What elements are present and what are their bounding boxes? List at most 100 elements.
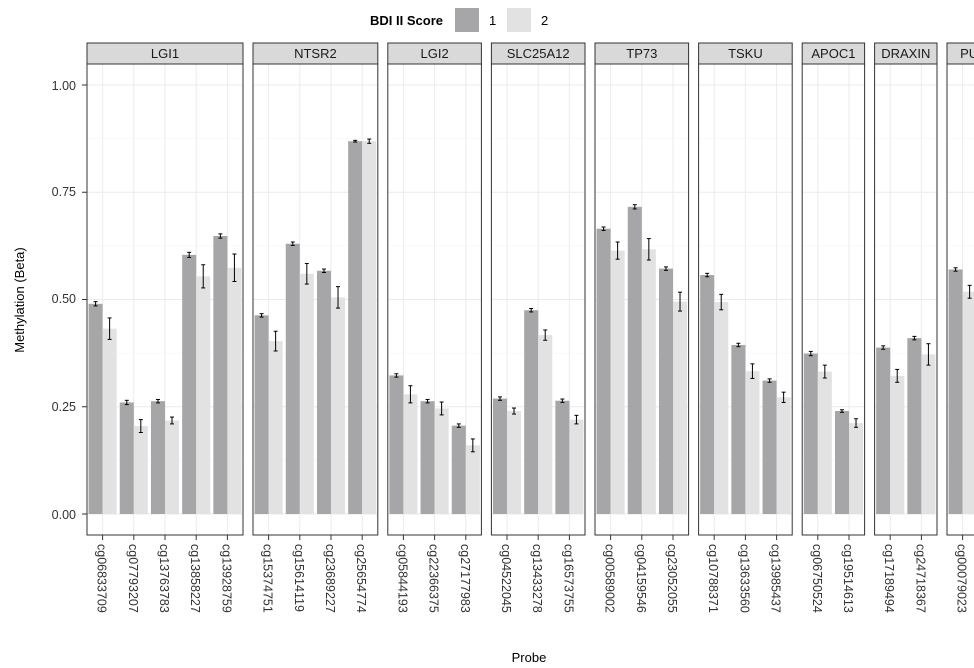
bar-2-cg05844193: [403, 394, 418, 514]
strip: [946, 42, 974, 65]
error-bar-1-cg22366375: [425, 398, 430, 404]
bar-1-cg13858227: [182, 254, 197, 514]
bar-1-cg04159546: [627, 206, 642, 514]
strip: [801, 42, 866, 65]
y-tick-label: 0.75: [52, 185, 76, 199]
error-bar-1-cg23052055: [663, 266, 668, 271]
x-tick-label: cg25654774: [354, 544, 368, 613]
x-tick-label: cg13858227: [188, 544, 202, 613]
x-tick-label: cg23689227: [323, 544, 337, 613]
facet-lgi2: cg05844193 cg22366375 cg27177983 LGI2: [387, 42, 482, 613]
bar-1-cg25654774: [348, 141, 363, 514]
y-axis-title: Methylation (Beta): [12, 247, 27, 353]
bar-1-cg06750524: [803, 353, 818, 514]
error-bar-2-cg00079023: [967, 284, 972, 299]
error-bar-1-cg25654774: [353, 139, 358, 143]
strip-label-lgi2: LGI2: [421, 46, 449, 61]
error-bar-1-cg23689227: [321, 268, 326, 273]
strip: [874, 42, 938, 65]
error-bar-2-cg15614119: [304, 262, 309, 285]
bar-2-cg10788371: [714, 302, 729, 514]
error-bar-2-cg17189494: [895, 368, 900, 383]
legend-label-1: 1: [489, 13, 496, 28]
error-bar-1-cg24718367: [912, 335, 917, 341]
bar-1-cg10788371: [700, 275, 715, 514]
error-bar-1-cg07793207: [124, 399, 129, 406]
bar-1-cg24718367: [907, 338, 922, 514]
bar-2-cg04159546: [641, 249, 656, 514]
facet-pura: cg00079023 PURA: [946, 42, 974, 613]
bar-1-cg23052055: [658, 268, 673, 514]
x-tick-label: cg19514613: [841, 544, 855, 613]
y-tick-label: 0.00: [52, 508, 76, 522]
bar-1-cg27177983: [451, 425, 466, 514]
x-tick-label: cg00079023: [955, 544, 969, 613]
x-tick-label: cg15614119: [292, 544, 306, 612]
error-bar-1-cg27177983: [456, 423, 461, 428]
bar-1-cg17189494: [876, 347, 891, 514]
facet-lgi1: cg06833709 cg07793207 cg13763783 cg13858227…: [86, 42, 244, 613]
bar-1-cg06833709: [88, 303, 103, 514]
x-tick-label: cg00589002: [603, 544, 617, 613]
bar-1-cg13928759: [213, 236, 228, 514]
bar-2-cg07793207: [133, 426, 148, 514]
error-bar-2-cg19514613: [854, 418, 859, 428]
legend-title: BDI II Score: [370, 13, 443, 28]
x-tick-label: cg04522045: [499, 544, 513, 613]
x-tick-label: cg05844193: [395, 544, 409, 613]
x-tick-label: cg24718367: [913, 544, 927, 613]
facet-draxin: cg17189494 cg24718367 DRAXIN: [874, 42, 938, 613]
legend: BDI II Score 1 2: [370, 8, 548, 32]
y-tick-label: 1.00: [52, 79, 76, 93]
strip-label-ntsr2: NTSR2: [294, 46, 337, 61]
bar-1-cg22366375: [420, 401, 435, 514]
x-tick-label: cg13763783: [157, 544, 171, 613]
error-bar-1-cg06833709: [93, 301, 98, 307]
x-tick-label: cg13433278: [530, 544, 544, 613]
strip-label-tsku: TSKU: [728, 46, 763, 61]
error-bar-2-cg13433278: [543, 329, 548, 341]
error-bar-2-cg13985437: [781, 391, 786, 403]
error-bar-2-cg10788371: [719, 293, 724, 311]
strip-label-lgi1: LGI1: [151, 46, 179, 61]
error-bar-2-cg07793207: [138, 419, 143, 433]
bar-2-cg15374751: [268, 341, 283, 514]
error-bar-2-cg16573755: [574, 414, 579, 425]
bar-2-cg19514613: [849, 423, 864, 514]
error-bar-2-cg24718367: [926, 343, 931, 366]
x-axis-title: Probe: [512, 650, 547, 665]
strip-label-pura: PURA: [960, 46, 974, 61]
bar-2-cg13985437: [776, 397, 791, 514]
error-bar-1-cg13858227: [187, 251, 192, 258]
y-tick-label: 0.25: [52, 400, 76, 414]
error-bar-1-cg15374751: [259, 313, 264, 318]
error-bar-2-cg13858227: [201, 264, 206, 289]
bar-1-cg04522045: [492, 398, 507, 514]
y-axis: 0.00 0.25 0.50 0.75 1.00: [52, 79, 87, 522]
bar-1-cg07793207: [119, 402, 134, 514]
facet-slc25a12: cg04522045 cg13433278 cg16573755 SLC25A12: [490, 42, 586, 613]
strip-label-slc25a12: SLC25A12: [507, 46, 570, 61]
x-tick-label: cg13985437: [769, 544, 783, 613]
x-tick-label: cg13928759: [219, 544, 233, 613]
bar-1-cg13633560: [731, 344, 746, 514]
error-bar-1-cg13985437: [767, 378, 772, 383]
error-bar-1-cg16573755: [560, 398, 565, 403]
error-bar-2-cg27177983: [470, 438, 475, 453]
bar-2-cg13858227: [196, 276, 211, 514]
x-tick-label: cg17189494: [882, 544, 896, 613]
bar-2-cg23689227: [331, 297, 346, 514]
error-bar-2-cg13928759: [232, 253, 237, 282]
error-bar-2-cg23052055: [678, 291, 683, 312]
bar-2-cg13763783: [165, 420, 180, 514]
x-tick-label: cg06750524: [810, 544, 824, 613]
error-bar-1-cg05844193: [394, 373, 399, 378]
error-bar-1-cg04159546: [632, 204, 637, 210]
error-bar-1-cg13433278: [529, 308, 534, 313]
error-bar-1-cg04522045: [497, 396, 502, 401]
bar-2-cg04522045: [507, 411, 522, 514]
bar-2-cg22366375: [434, 408, 449, 514]
y-tick-label: 0.50: [52, 292, 76, 306]
bar-2-cg13928759: [227, 267, 242, 514]
